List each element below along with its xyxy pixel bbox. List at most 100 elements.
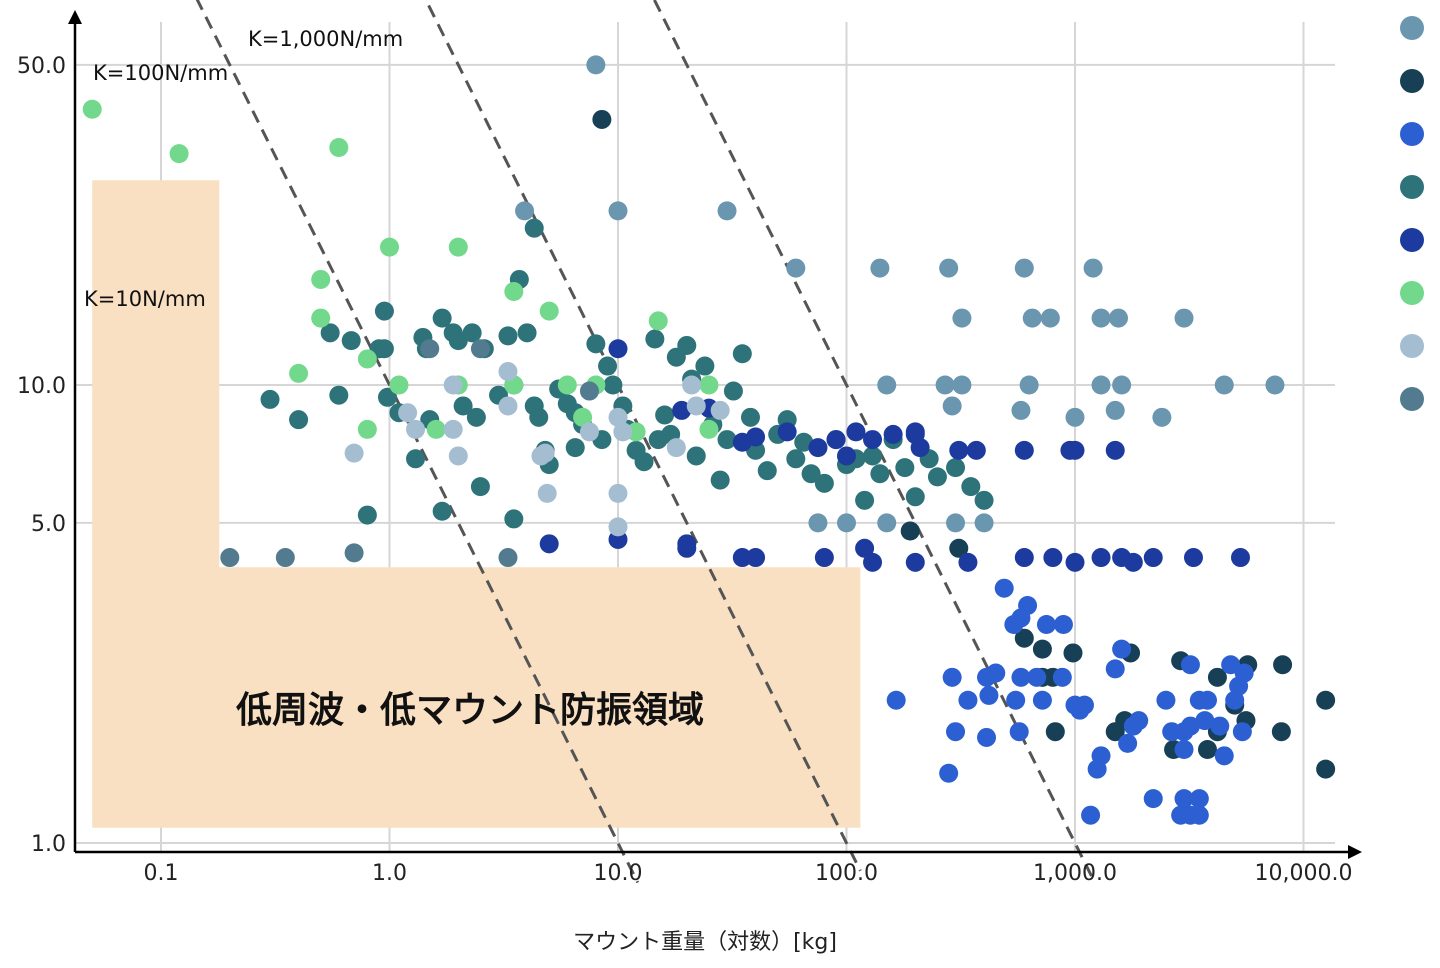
stiffness-reference-lines: K=10N/mm K=100N/mm K=1,000N/mm <box>84 0 1095 884</box>
data-point <box>814 548 834 568</box>
data-point <box>82 99 102 119</box>
data-point <box>320 323 340 343</box>
x-tick-label: 10,000.0 <box>1255 861 1353 886</box>
data-point <box>961 477 981 497</box>
data-point <box>1009 722 1029 742</box>
data-point <box>498 548 518 568</box>
data-point <box>814 473 834 493</box>
data-point <box>1195 711 1215 731</box>
data-point <box>1036 614 1056 634</box>
data-point <box>777 422 797 442</box>
data-point <box>448 237 468 257</box>
data-point <box>1174 789 1194 809</box>
data-point <box>260 389 280 409</box>
data-point <box>786 258 806 278</box>
data-point <box>1180 655 1200 675</box>
data-point <box>699 375 719 395</box>
data-point <box>946 722 966 742</box>
data-point <box>855 490 875 510</box>
data-point <box>1014 628 1034 648</box>
data-point <box>626 422 646 442</box>
data-point <box>169 144 189 164</box>
data-point <box>311 269 331 289</box>
data-point <box>949 440 969 460</box>
y-tick-label: 5.0 <box>31 512 66 537</box>
data-point <box>1053 614 1073 634</box>
data-point <box>863 552 883 572</box>
data-point <box>1174 308 1194 328</box>
data-point <box>1156 690 1176 710</box>
data-point <box>311 308 331 328</box>
data-point <box>1043 548 1063 568</box>
data-point <box>958 690 978 710</box>
data-point <box>952 308 972 328</box>
data-point <box>1091 308 1111 328</box>
x-axis-arrow <box>1348 845 1362 859</box>
data-point <box>648 311 668 331</box>
data-points <box>82 55 1336 825</box>
data-point <box>974 513 994 533</box>
data-point <box>344 543 364 563</box>
data-point <box>448 446 468 466</box>
data-point <box>946 458 966 478</box>
data-point <box>1019 375 1039 395</box>
data-point <box>740 407 760 427</box>
data-point <box>1316 690 1336 710</box>
data-point <box>603 375 623 395</box>
legend-marker <box>1400 122 1424 146</box>
data-point <box>946 513 966 533</box>
data-point <box>1316 759 1336 779</box>
data-point <box>645 329 665 349</box>
low-frequency-region <box>92 180 861 828</box>
data-point <box>1180 716 1200 736</box>
data-point <box>608 339 628 359</box>
data-point <box>1214 375 1234 395</box>
data-point <box>974 490 994 510</box>
data-point <box>634 452 654 472</box>
data-point <box>1273 655 1293 675</box>
data-point <box>586 55 606 75</box>
data-point <box>524 218 544 238</box>
data-point <box>905 422 925 442</box>
data-point <box>1052 667 1072 687</box>
data-point <box>942 667 962 687</box>
data-point <box>910 438 930 458</box>
data-point <box>498 326 518 346</box>
data-point <box>537 483 557 503</box>
data-point <box>979 685 999 705</box>
data-point <box>608 407 628 427</box>
data-point <box>1112 375 1132 395</box>
data-point <box>886 690 906 710</box>
data-point <box>1004 614 1024 634</box>
data-point <box>289 363 309 383</box>
x-tick-label: 10.0 <box>594 861 643 886</box>
legend-marker <box>1400 334 1424 358</box>
region-label: 低周波・低マウント防振領域 <box>236 689 704 731</box>
data-point <box>539 301 559 321</box>
data-point <box>504 282 524 302</box>
data-point <box>432 308 452 328</box>
data-point <box>732 344 752 364</box>
data-point <box>443 419 463 439</box>
data-point <box>470 477 490 497</box>
data-point <box>952 375 972 395</box>
y-tick-label: 1.0 <box>31 832 66 857</box>
data-point <box>1065 552 1085 572</box>
data-point <box>592 109 612 129</box>
reference-line <box>195 0 640 884</box>
data-point <box>808 513 828 533</box>
x-tick-label: 100.0 <box>815 861 878 886</box>
data-point <box>1014 440 1034 460</box>
data-point <box>1271 722 1291 742</box>
data-point <box>1022 308 1042 328</box>
data-point <box>329 138 349 158</box>
legend-marker <box>1400 387 1424 411</box>
data-point <box>1105 440 1125 460</box>
data-point <box>1232 722 1252 742</box>
data-point <box>1040 308 1060 328</box>
data-point <box>1087 759 1107 779</box>
data-point <box>695 356 715 376</box>
data-point <box>900 521 920 541</box>
data-point <box>677 534 697 554</box>
data-point <box>1065 407 1085 427</box>
